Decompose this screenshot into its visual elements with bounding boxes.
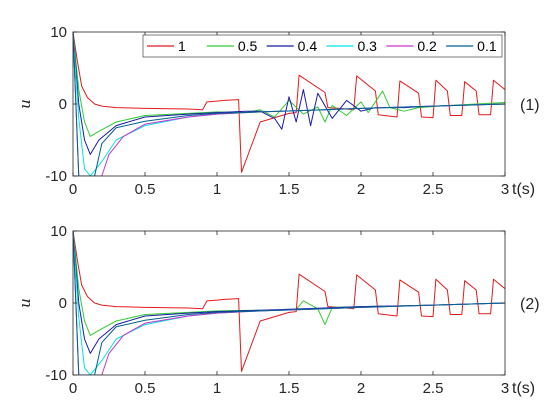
y-tick-label: 10 xyxy=(50,24,67,41)
x-tick-label: 0.5 xyxy=(135,181,156,198)
x-tick-label: 1 xyxy=(213,181,221,198)
x-tick-label: 2.5 xyxy=(423,380,444,397)
legend-entry-label: 0.4 xyxy=(298,38,318,54)
x-axis-label: t(s) xyxy=(512,181,535,198)
series-line-0_5 xyxy=(73,32,505,137)
legend-entry-label: 0.5 xyxy=(238,38,258,54)
series-group xyxy=(73,32,505,176)
x-tick-label: 2.5 xyxy=(423,181,444,198)
y-tick-label: 10 xyxy=(50,223,67,240)
x-tick-label: 0 xyxy=(69,181,77,198)
plot-area xyxy=(73,231,505,375)
series-line-0_4 xyxy=(73,231,505,354)
legend-entry-label: 0.3 xyxy=(358,38,378,54)
legend-entry-label: 0.1 xyxy=(477,38,497,54)
panel-label: (2) xyxy=(520,296,540,313)
y-axis-label: u xyxy=(16,99,34,109)
series-group xyxy=(73,231,505,375)
x-tick-label: 3 xyxy=(501,181,509,198)
x-tick-label: 2 xyxy=(357,380,365,397)
x-tick-label: 1.5 xyxy=(279,181,300,198)
x-tick-label: 3 xyxy=(501,380,509,397)
x-tick-label: 0 xyxy=(69,380,77,397)
panel-label: (1) xyxy=(520,97,540,114)
y-tick-label: 0 xyxy=(59,96,67,113)
series-line-1 xyxy=(73,32,505,173)
y-tick-label: -10 xyxy=(45,168,67,185)
x-tick-label: 1 xyxy=(213,380,221,397)
series-line-0_1 xyxy=(73,32,505,176)
y-tick-label: -10 xyxy=(45,367,67,384)
legend: 1 0.5 0.4 0.3 0.2 0.1 xyxy=(142,34,503,58)
legend-entry-label: 0.2 xyxy=(417,38,437,54)
x-tick-label: 1.5 xyxy=(279,380,300,397)
legend-entry-label: 1 xyxy=(178,38,186,54)
legend-box xyxy=(142,34,503,58)
y-tick-label: 0 xyxy=(59,295,67,312)
series-line-1 xyxy=(73,231,505,372)
x-tick-label: 2 xyxy=(357,181,365,198)
series-line-0_1 xyxy=(73,231,505,375)
x-tick-label: 0.5 xyxy=(135,380,156,397)
y-axis-label: u xyxy=(16,298,34,308)
x-axis-label: t(s) xyxy=(512,380,535,397)
